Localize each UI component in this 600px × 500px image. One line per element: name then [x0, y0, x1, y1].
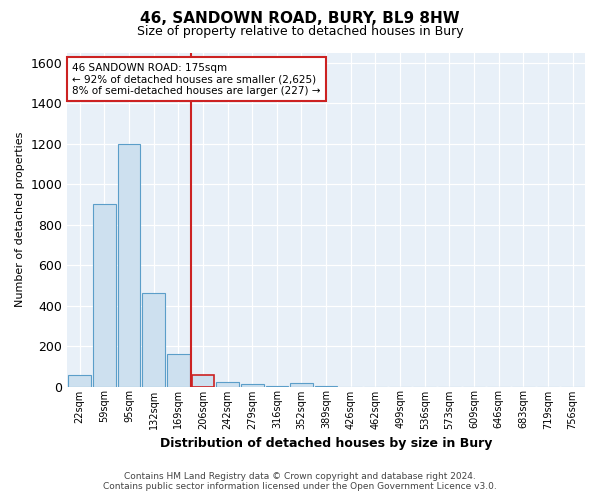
- X-axis label: Distribution of detached houses by size in Bury: Distribution of detached houses by size …: [160, 437, 493, 450]
- Text: 46, SANDOWN ROAD, BURY, BL9 8HW: 46, SANDOWN ROAD, BURY, BL9 8HW: [140, 11, 460, 26]
- Bar: [191, 376, 214, 386]
- Text: Contains HM Land Registry data © Crown copyright and database right 2024.
Contai: Contains HM Land Registry data © Crown c…: [103, 472, 497, 491]
- Bar: [167, 354, 190, 386]
- Text: 46 SANDOWN ROAD: 175sqm
← 92% of detached houses are smaller (2,625)
8% of semi-: 46 SANDOWN ROAD: 175sqm ← 92% of detache…: [73, 62, 321, 96]
- Bar: [142, 294, 165, 386]
- Bar: [93, 204, 116, 386]
- Text: Size of property relative to detached houses in Bury: Size of property relative to detached ho…: [137, 25, 463, 38]
- Bar: [118, 144, 140, 386]
- Bar: [68, 376, 91, 386]
- Bar: [241, 384, 263, 386]
- Bar: [216, 382, 239, 386]
- Y-axis label: Number of detached properties: Number of detached properties: [15, 132, 25, 307]
- Bar: [290, 384, 313, 386]
